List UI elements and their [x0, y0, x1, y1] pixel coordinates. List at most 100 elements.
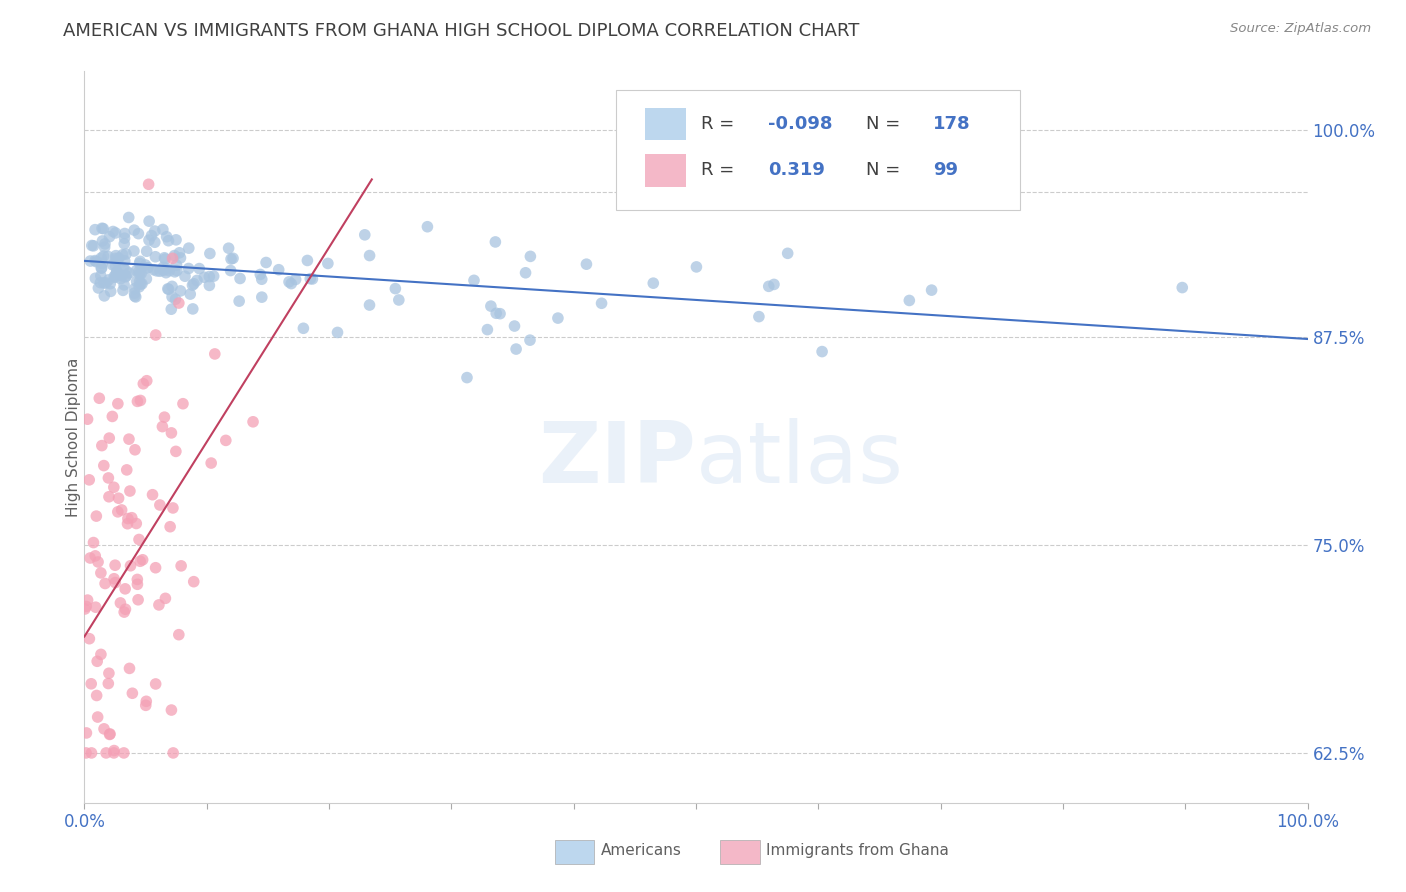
- Point: [124, 282, 146, 296]
- Point: [301, 272, 323, 286]
- Point: [505, 342, 527, 356]
- Point: [166, 258, 188, 272]
- Point: [177, 261, 200, 276]
- Point: [250, 290, 273, 304]
- Point: [198, 246, 221, 260]
- Point: [186, 273, 208, 287]
- Point: [229, 271, 252, 285]
- Text: Immigrants from Ghana: Immigrants from Ghana: [766, 843, 949, 858]
- Point: [115, 268, 138, 283]
- Point: [128, 280, 150, 294]
- Point: [519, 333, 541, 347]
- Point: [124, 442, 146, 457]
- Point: [97, 250, 120, 264]
- Point: [160, 290, 183, 304]
- Point: [127, 227, 149, 241]
- Point: [135, 272, 157, 286]
- Point: [685, 260, 707, 274]
- Point: [79, 551, 101, 566]
- Point: [93, 240, 115, 254]
- Point: [122, 223, 145, 237]
- Point: [149, 264, 172, 278]
- Point: [284, 272, 307, 286]
- Point: [104, 575, 127, 590]
- Point: [326, 326, 349, 340]
- Point: [515, 266, 537, 280]
- Point: [90, 260, 112, 275]
- Point: [135, 694, 157, 708]
- Point: [157, 263, 180, 277]
- Point: [489, 307, 512, 321]
- Point: [162, 500, 184, 515]
- Point: [112, 746, 135, 760]
- Point: [591, 296, 613, 310]
- Point: [104, 270, 127, 285]
- Point: [228, 294, 250, 309]
- Point: [84, 549, 107, 563]
- Point: [114, 602, 136, 616]
- Point: [94, 276, 117, 290]
- Point: [100, 285, 122, 299]
- Point: [359, 298, 381, 312]
- Point: [91, 221, 114, 235]
- Point: [121, 510, 143, 524]
- Point: [129, 254, 152, 268]
- Point: [118, 661, 141, 675]
- Point: [89, 391, 111, 405]
- Point: [149, 498, 172, 512]
- Point: [77, 473, 100, 487]
- Point: [174, 269, 197, 284]
- Point: [125, 290, 148, 304]
- Point: [112, 277, 135, 292]
- Point: [198, 269, 221, 284]
- Point: [90, 251, 112, 265]
- Point: [162, 252, 184, 266]
- Point: [80, 746, 103, 760]
- Point: [160, 703, 183, 717]
- Point: [128, 274, 150, 288]
- Text: 99: 99: [934, 161, 957, 179]
- Point: [114, 227, 136, 241]
- Point: [128, 256, 150, 270]
- Point: [75, 599, 97, 614]
- Text: AMERICAN VS IMMIGRANTS FROM GHANA HIGH SCHOOL DIPLOMA CORRELATION CHART: AMERICAN VS IMMIGRANTS FROM GHANA HIGH S…: [63, 22, 859, 40]
- Point: [169, 245, 191, 260]
- Point: [125, 516, 148, 531]
- Point: [193, 270, 215, 285]
- Point: [84, 600, 107, 615]
- Point: [84, 254, 107, 268]
- FancyBboxPatch shape: [644, 108, 686, 140]
- Point: [204, 347, 226, 361]
- Point: [183, 574, 205, 589]
- Point: [125, 263, 148, 277]
- Point: [159, 519, 181, 533]
- Point: [97, 273, 120, 287]
- Point: [157, 282, 180, 296]
- Point: [280, 277, 302, 291]
- Point: [416, 219, 439, 234]
- Point: [384, 282, 406, 296]
- Point: [388, 293, 411, 307]
- Point: [215, 434, 238, 448]
- Point: [157, 234, 180, 248]
- Point: [98, 431, 121, 445]
- Point: [141, 488, 163, 502]
- Point: [811, 344, 834, 359]
- Point: [118, 266, 141, 280]
- Point: [87, 555, 110, 569]
- Point: [94, 576, 117, 591]
- Point: [114, 582, 136, 596]
- Point: [111, 284, 134, 298]
- Point: [105, 265, 128, 279]
- Point: [485, 306, 508, 320]
- Point: [97, 676, 120, 690]
- Point: [115, 463, 138, 477]
- Point: [90, 566, 112, 580]
- Point: [98, 727, 121, 741]
- Point: [107, 491, 129, 506]
- Point: [86, 654, 108, 668]
- Point: [250, 272, 273, 286]
- Point: [267, 262, 290, 277]
- FancyBboxPatch shape: [616, 90, 1021, 211]
- Point: [152, 419, 174, 434]
